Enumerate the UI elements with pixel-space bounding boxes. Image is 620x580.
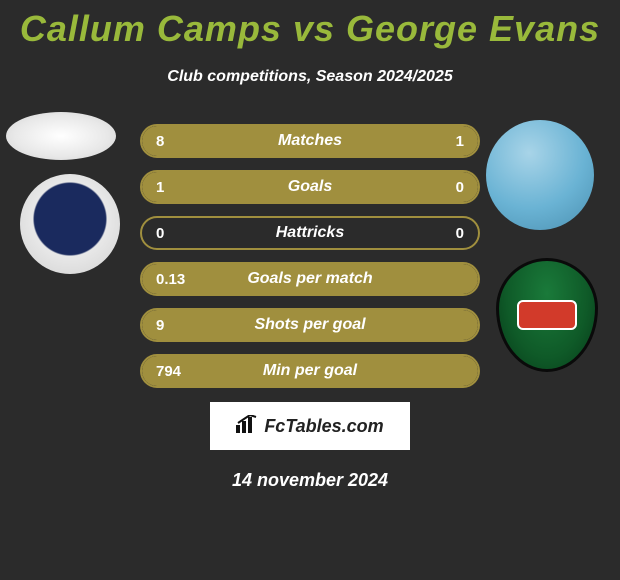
stat-label: Goals [142,178,478,196]
stat-row: 8Matches1 [140,124,480,158]
stat-value-right: 1 [456,133,464,150]
stat-value-right: 0 [456,225,464,242]
stats-area: 8Matches11Goals00Hattricks00.13Goals per… [0,124,620,388]
stat-label: Min per goal [142,362,478,380]
stat-label: Hattricks [142,224,478,242]
date-line: 14 november 2024 [0,470,620,491]
stat-row: 0.13Goals per match [140,262,480,296]
chart-icon [236,415,258,438]
footer-brand-text: FcTables.com [264,416,383,437]
footer-brand-logo: FcTables.com [210,402,410,450]
stat-row: 9Shots per goal [140,308,480,342]
stat-label: Goals per match [142,270,478,288]
page-title: Callum Camps vs George Evans [0,0,620,50]
stat-value-right: 0 [456,179,464,196]
stat-label: Shots per goal [142,316,478,334]
stat-row: 0Hattricks0 [140,216,480,250]
stat-row: 1Goals0 [140,170,480,204]
stat-label: Matches [142,132,478,150]
stat-row: 794Min per goal [140,354,480,388]
subtitle: Club competitions, Season 2024/2025 [0,68,620,86]
